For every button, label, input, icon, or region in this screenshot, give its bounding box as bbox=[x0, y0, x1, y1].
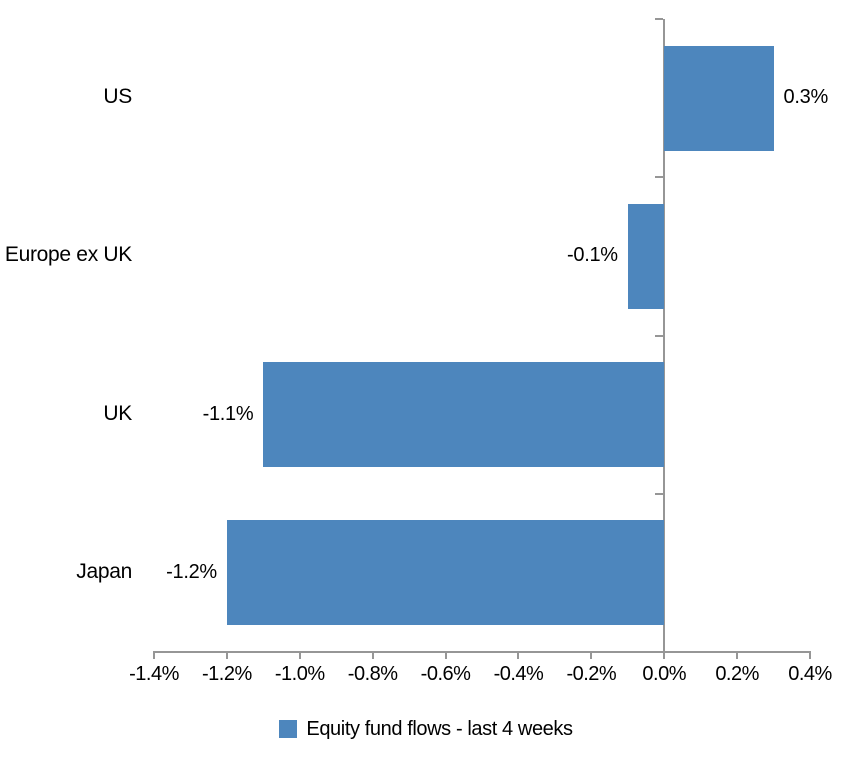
bar bbox=[263, 362, 665, 468]
category-boundary-tick bbox=[655, 492, 664, 495]
category-boundary-tick bbox=[655, 18, 664, 20]
x-axis-tick bbox=[663, 652, 666, 659]
x-tick-label: 0.4% bbox=[788, 663, 832, 685]
bar bbox=[226, 520, 665, 626]
x-axis-tick bbox=[298, 652, 301, 659]
x-tick-label: -0.2% bbox=[566, 663, 617, 685]
category-boundary-tick bbox=[655, 334, 664, 337]
x-axis-tick bbox=[809, 652, 811, 659]
legend-label: Equity fund flows - last 4 weeks bbox=[306, 717, 573, 740]
data-label: 0.3% bbox=[783, 86, 829, 109]
x-tick-label: -1.4% bbox=[129, 663, 179, 685]
x-axis-line bbox=[153, 651, 811, 653]
data-label: -1.1% bbox=[202, 402, 254, 425]
bar bbox=[627, 203, 665, 309]
x-axis-tick bbox=[517, 652, 520, 659]
x-tick-label: -0.4% bbox=[493, 663, 544, 685]
x-axis-tick bbox=[153, 652, 155, 659]
bar bbox=[664, 45, 774, 151]
x-tick-label: -0.6% bbox=[420, 663, 471, 685]
category-boundary-tick bbox=[655, 176, 664, 179]
x-tick-label: -1.2% bbox=[202, 663, 252, 685]
x-tick-label: -1.0% bbox=[274, 663, 325, 685]
chart-legend: Equity fund flows - last 4 weeks bbox=[0, 714, 852, 744]
x-axis-tick bbox=[371, 652, 374, 659]
x-tick-label: 0.0% bbox=[642, 663, 687, 685]
x-axis-tick bbox=[225, 652, 228, 659]
category-label: UK bbox=[103, 401, 132, 425]
x-axis-tick bbox=[736, 652, 739, 659]
x-tick-label: -0.8% bbox=[347, 663, 398, 685]
x-axis-tick bbox=[444, 652, 447, 659]
category-label: US bbox=[103, 85, 132, 109]
category-label: Japan bbox=[76, 559, 132, 583]
x-tick-label: 0.2% bbox=[715, 663, 759, 685]
data-label: -0.1% bbox=[567, 244, 618, 267]
x-axis-tick bbox=[590, 652, 593, 659]
zero-baseline bbox=[663, 19, 666, 659]
data-label: -1.2% bbox=[166, 560, 217, 583]
legend-square-icon bbox=[279, 720, 298, 738]
category-label: Europe ex UK bbox=[4, 243, 132, 267]
